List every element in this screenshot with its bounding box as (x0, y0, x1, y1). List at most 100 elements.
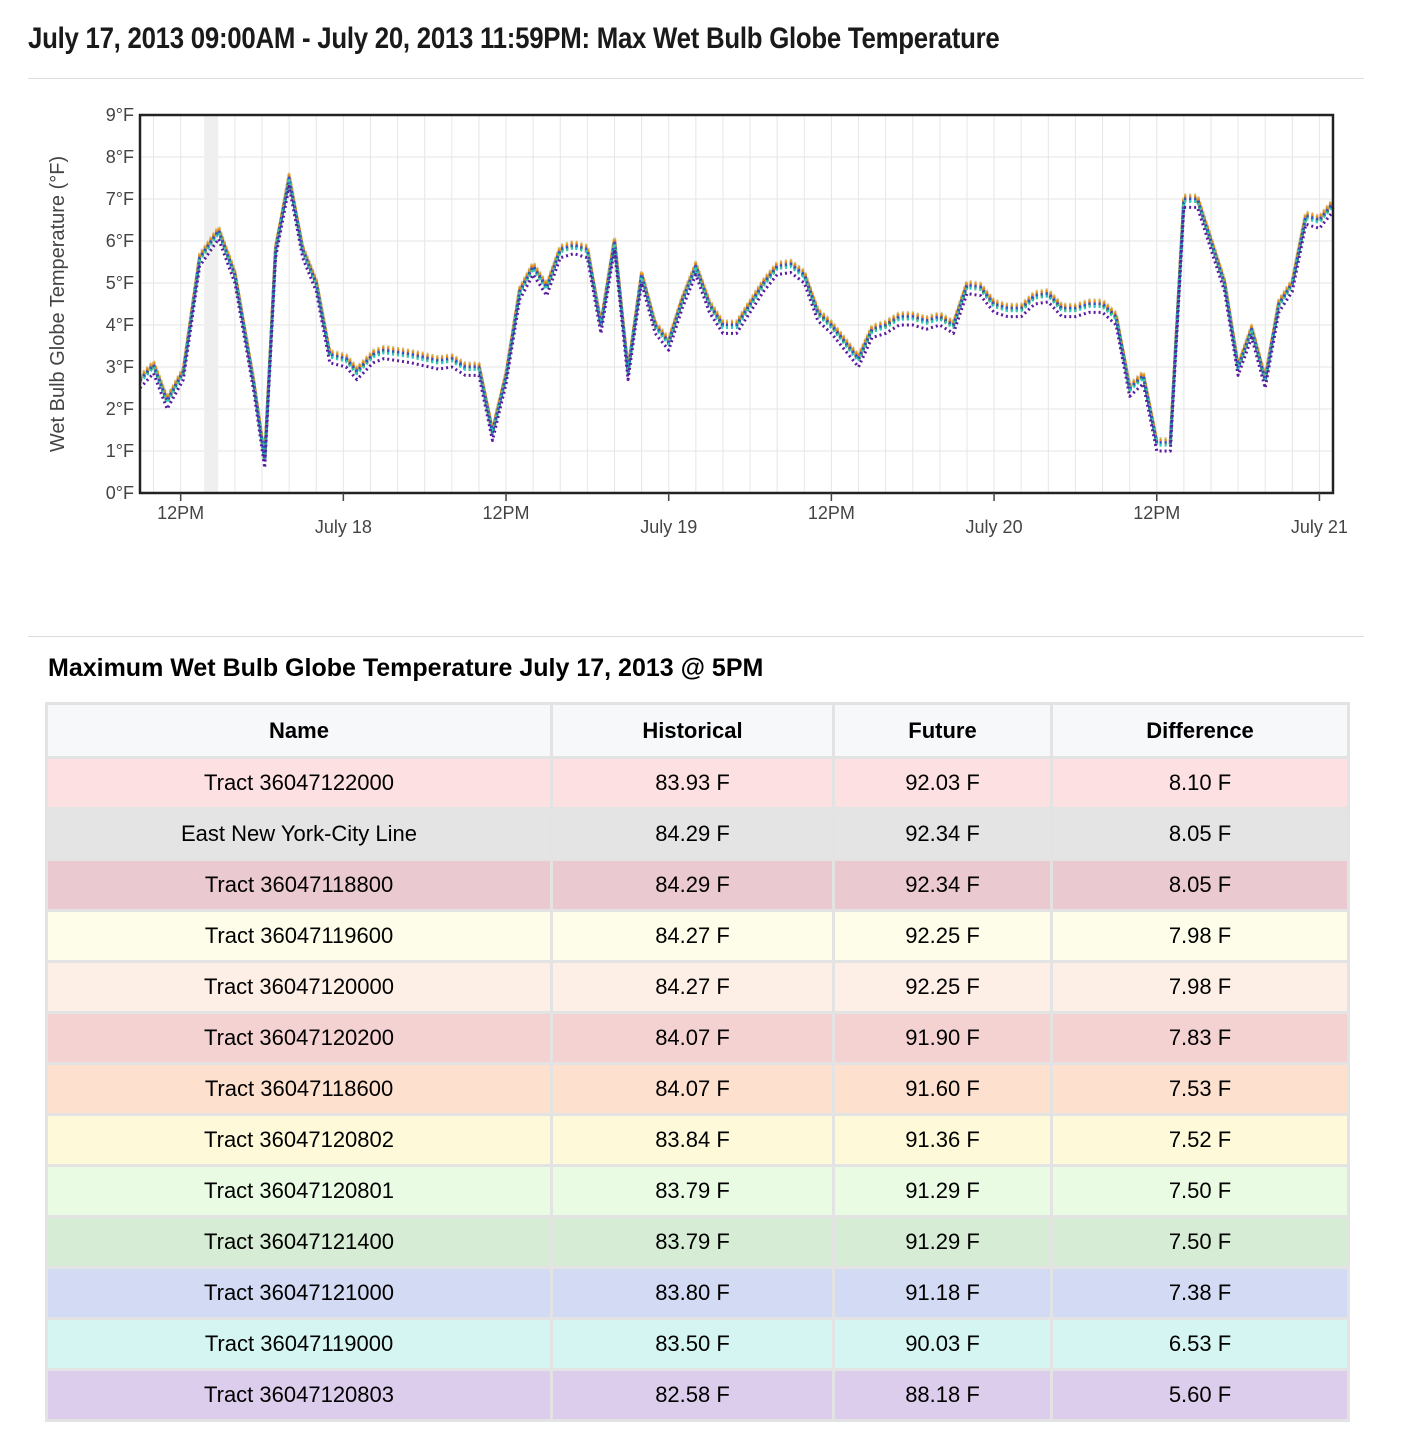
x-tick-label: 12PM (808, 503, 855, 523)
cell-historical: 84.27 F (550, 909, 835, 963)
table-row[interactable]: Tract 36047120000 84.27 F 92.25 F 7.98 F (45, 960, 1350, 1014)
cell-historical: 84.29 F (550, 858, 835, 912)
x-tick-label: 12PM (1133, 503, 1180, 523)
series-line[interactable] (140, 184, 1347, 470)
y-tick-label: 2°F (106, 399, 134, 419)
cell-name: Tract 36047120200 (45, 1011, 553, 1065)
cell-future: 91.18 F (832, 1266, 1053, 1320)
table-row[interactable]: Tract 36047120200 84.07 F 91.90 F 7.83 F (45, 1011, 1350, 1065)
table-row[interactable]: Tract 36047120801 83.79 F 91.29 F 7.50 F (45, 1164, 1350, 1218)
cell-difference: 8.05 F (1050, 807, 1350, 861)
series-line[interactable] (140, 177, 1347, 463)
cell-name: Tract 36047122000 (45, 756, 553, 810)
header-historical[interactable]: Historical (550, 702, 835, 759)
y-tick-label: 7°F (106, 189, 134, 209)
cell-name: Tract 36047120802 (45, 1113, 553, 1167)
y-tick-label: 1°F (106, 441, 134, 461)
y-tick-label: 9°F (106, 105, 134, 125)
header-name[interactable]: Name (45, 702, 553, 759)
table-title: Maximum Wet Bulb Globe Temperature July … (48, 654, 764, 682)
cell-difference: 5.60 F (1050, 1368, 1350, 1422)
series-line[interactable] (140, 179, 1347, 464)
cell-difference: 7.50 F (1050, 1164, 1350, 1218)
x-tick-label: 12PM (157, 503, 204, 523)
cell-name: Tract 36047120801 (45, 1164, 553, 1218)
table-row[interactable]: Tract 36047121000 83.80 F 91.18 F 7.38 F (45, 1266, 1350, 1320)
hover-highlight-band (204, 115, 219, 493)
cell-future: 91.36 F (832, 1113, 1053, 1167)
cell-name: Tract 36047119000 (45, 1317, 553, 1371)
cell-name: East New York-City Line (45, 807, 553, 861)
cell-historical: 83.93 F (550, 756, 835, 810)
cell-difference: 8.05 F (1050, 858, 1350, 912)
cell-future: 91.29 F (832, 1164, 1053, 1218)
header-future[interactable]: Future (832, 702, 1053, 759)
series-line[interactable] (140, 174, 1347, 459)
cell-historical: 84.29 F (550, 807, 835, 861)
y-tick-label: 0°F (106, 483, 134, 503)
cell-historical: 84.27 F (550, 960, 835, 1014)
cell-future: 92.34 F (832, 858, 1053, 912)
cell-name: Tract 36047119600 (45, 909, 553, 963)
plot-frame (138, 113, 1335, 495)
cell-historical: 83.79 F (550, 1164, 835, 1218)
chart-container: 0°F 1°F 2°F 3°F 4°F 5°F 6°F 7°F 8°F 9°F 12PM July 1… (0, 90, 1416, 560)
y-tick-label: 3°F (106, 357, 134, 377)
cell-difference: 7.50 F (1050, 1215, 1350, 1269)
cell-historical: 83.79 F (550, 1215, 835, 1269)
cell-future: 91.90 F (832, 1011, 1053, 1065)
cell-future: 92.25 F (832, 960, 1053, 1014)
cell-name: Tract 36047121000 (45, 1266, 553, 1320)
cell-future: 92.34 F (832, 807, 1053, 861)
cell-difference: 6.53 F (1050, 1317, 1350, 1371)
cell-difference: 7.98 F (1050, 960, 1350, 1014)
table-row[interactable]: Tract 36047119600 84.27 F 92.25 F 7.98 F (45, 909, 1350, 963)
cell-historical: 83.50 F (550, 1317, 835, 1371)
cell-future: 88.18 F (832, 1368, 1053, 1422)
x-tick-label: July 21 (1291, 517, 1348, 537)
page-title: July 17, 2013 09:00AM - July 20, 2013 11… (28, 22, 1000, 55)
divider-middle (28, 636, 1364, 637)
y-axis-title: Wet Bulb Globe Temperature (°F) (47, 156, 69, 452)
series-line[interactable] (140, 176, 1347, 461)
x-tick-label: July 20 (966, 517, 1023, 537)
cell-name: Tract 36047118600 (45, 1062, 553, 1116)
series-group (140, 172, 1347, 470)
table-row[interactable]: Tract 36047121400 83.79 F 91.29 F 7.50 F (45, 1215, 1350, 1269)
cell-historical: 83.80 F (550, 1266, 835, 1320)
cell-future: 91.29 F (832, 1215, 1053, 1269)
x-tick-label: July 18 (315, 517, 372, 537)
cell-historical: 84.07 F (550, 1011, 835, 1065)
x-tick-label: July 19 (640, 517, 697, 537)
cell-difference: 7.52 F (1050, 1113, 1350, 1167)
cell-name: Tract 36047120000 (45, 960, 553, 1014)
x-tick-label: 12PM (483, 503, 530, 523)
cell-name: Tract 36047121400 (45, 1215, 553, 1269)
cell-historical: 84.07 F (550, 1062, 835, 1116)
cell-name: Tract 36047120803 (45, 1368, 553, 1422)
cell-difference: 7.53 F (1050, 1062, 1350, 1116)
y-tick-label: 4°F (106, 315, 134, 335)
cell-future: 90.03 F (832, 1317, 1053, 1371)
cell-future: 91.60 F (832, 1062, 1053, 1116)
table-header-row: Name Historical Future Difference (45, 702, 1350, 759)
table-row[interactable]: Tract 36047119000 83.50 F 90.03 F 6.53 F (45, 1317, 1350, 1371)
cell-difference: 7.98 F (1050, 909, 1350, 963)
cell-future: 92.25 F (832, 909, 1053, 963)
table-row[interactable]: Tract 36047122000 83.93 F 92.03 F 8.10 F (45, 756, 1350, 810)
cell-future: 92.03 F (832, 756, 1053, 810)
table-row[interactable]: Tract 36047118600 84.07 F 91.60 F 7.53 F (45, 1062, 1350, 1116)
table-row[interactable]: Tract 36047120802 83.84 F 91.36 F 7.52 F (45, 1113, 1350, 1167)
table-row[interactable]: Tract 36047118800 84.29 F 92.34 F 8.05 F (45, 858, 1350, 912)
y-tick-label: 5°F (106, 273, 134, 293)
y-tick-label: 8°F (106, 147, 134, 167)
table-row[interactable]: Tract 36047120803 82.58 F 88.18 F 5.60 F (45, 1368, 1350, 1422)
cell-difference: 8.10 F (1050, 756, 1350, 810)
cell-difference: 7.83 F (1050, 1011, 1350, 1065)
line-chart: 0°F 1°F 2°F 3°F 4°F 5°F 6°F 7°F 8°F 9°F 12PM July 1… (47, 105, 1348, 537)
divider-top (28, 78, 1364, 79)
table-row[interactable]: East New York-City Line 84.29 F 92.34 F 8.0… (45, 807, 1350, 861)
cell-name: Tract 36047118800 (45, 858, 553, 912)
cell-historical: 83.84 F (550, 1113, 835, 1167)
header-difference[interactable]: Difference (1050, 702, 1350, 759)
